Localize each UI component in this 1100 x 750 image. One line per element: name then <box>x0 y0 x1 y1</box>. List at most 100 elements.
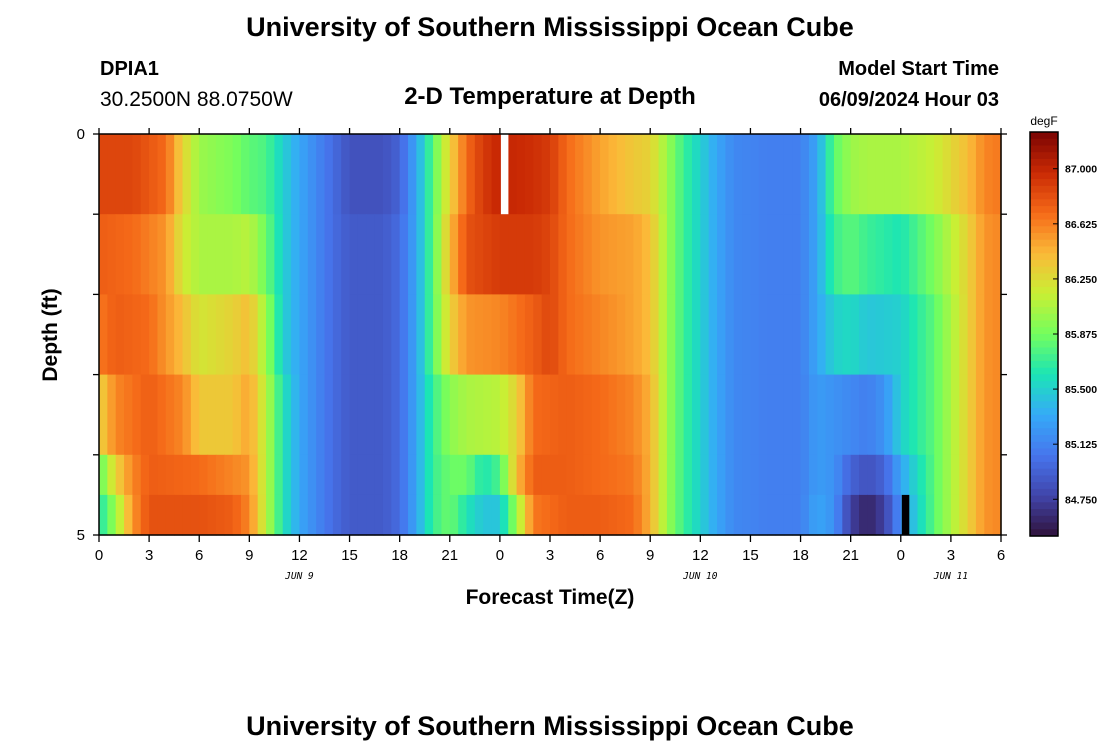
heatmap-cell <box>140 214 150 295</box>
heatmap-cell <box>975 454 985 496</box>
heatmap-cell <box>917 374 927 456</box>
heatmap-cell <box>708 374 718 456</box>
heatmap-cell <box>124 134 134 215</box>
station-id: DPIA1 <box>100 58 159 80</box>
heatmap-cell <box>391 494 401 536</box>
heatmap-cell <box>942 134 952 215</box>
heatmap-cell <box>583 134 593 215</box>
heatmap-cell <box>99 134 108 215</box>
heatmap-cell <box>124 454 134 496</box>
colorbar: 87.000 86.625 86.250 85.875 85.500 85.125 84.7… <box>1029 131 1097 537</box>
colorbar-segment <box>1030 522 1058 530</box>
heatmap-cell <box>917 494 927 536</box>
heatmap-cell <box>190 294 200 376</box>
heatmap-cell <box>524 374 534 456</box>
heatmap-cell <box>291 494 301 536</box>
heatmap-cell <box>483 454 493 496</box>
heatmap-cell <box>107 494 117 536</box>
heatmap-cell <box>466 214 476 295</box>
colorbar-segment <box>1030 340 1058 349</box>
heatmap-cell <box>140 294 150 376</box>
heatmap-cell <box>992 494 1002 536</box>
heatmap-cell <box>224 134 234 215</box>
heatmap-cell <box>433 214 443 295</box>
heatmap-cell <box>658 494 668 536</box>
heatmap-cell <box>950 374 960 456</box>
heatmap-cell <box>800 494 810 536</box>
heatmap-cell <box>408 454 417 496</box>
heatmap-cell <box>708 294 718 376</box>
heatmap-cell <box>332 454 342 496</box>
heatmap-cell <box>508 294 518 376</box>
heatmap-cell <box>583 294 593 376</box>
colorbar-segment <box>1030 529 1058 537</box>
heatmap-cell <box>199 214 209 295</box>
heatmap-cell <box>257 134 267 215</box>
heatmap-cell <box>157 214 167 295</box>
heatmap-cell <box>600 214 610 295</box>
heatmap-cell <box>207 454 217 496</box>
heatmap-cell <box>767 374 777 456</box>
heatmap-cell <box>366 294 376 376</box>
heatmap-cell <box>232 214 242 295</box>
heatmap-cell <box>550 294 559 376</box>
colorbar-tick-label: 85.500 <box>1065 384 1097 396</box>
heatmap-cell <box>817 454 827 496</box>
heatmap-cell <box>675 294 685 376</box>
heatmap-cell <box>733 454 743 496</box>
heatmap-cell <box>349 214 359 295</box>
heatmap-cell <box>992 134 1002 215</box>
heatmap-cell <box>675 494 685 536</box>
heatmap-cell <box>215 494 225 536</box>
heatmap-cell <box>174 374 184 456</box>
heatmap-cell <box>892 454 902 496</box>
heatmap-cell <box>725 494 735 536</box>
heatmap-cell <box>291 134 301 215</box>
heatmap-cell <box>859 134 868 215</box>
heatmap-cell <box>165 494 175 536</box>
y-tick-label: 5 <box>77 527 85 544</box>
heatmap-cell <box>600 294 610 376</box>
heatmap-cell <box>934 294 944 376</box>
heatmap-cell <box>458 214 468 295</box>
heatmap-cell <box>842 454 852 496</box>
heatmap-cell <box>750 454 760 496</box>
heatmap-cell <box>900 454 910 496</box>
colorbar-segment <box>1030 192 1058 200</box>
x-tick-label: 6 <box>195 547 203 564</box>
heatmap-cell <box>625 454 635 496</box>
heatmap-cell <box>224 454 234 496</box>
heatmap-cell <box>316 494 326 536</box>
heatmap-cell <box>441 454 451 496</box>
heatmap-cell <box>608 134 618 215</box>
heatmap-cell <box>99 294 108 376</box>
heatmap-cell <box>149 214 159 295</box>
heatmap-cell <box>274 214 284 295</box>
heatmap-cell <box>316 214 326 295</box>
heatmap-cell <box>107 294 117 376</box>
heatmap-cell <box>341 374 351 456</box>
heatmap-cell <box>616 294 626 376</box>
colorbar-segment <box>1030 421 1058 429</box>
heatmap-cell <box>132 374 142 456</box>
heatmap-cell <box>583 214 593 295</box>
heatmap-cell <box>942 494 952 536</box>
missing-value-cell <box>500 134 509 215</box>
heatmap-cell <box>416 494 426 536</box>
heatmap-cell <box>900 374 910 456</box>
heatmap-cell <box>884 494 894 536</box>
heatmap-cell <box>608 214 618 295</box>
heatmap-cell <box>199 134 209 215</box>
heatmap-cell <box>382 294 392 376</box>
heatmap-cell <box>675 454 685 496</box>
heatmap-cell <box>633 494 643 536</box>
heatmap-cell <box>533 294 543 376</box>
heatmap-cell <box>366 134 376 215</box>
heatmap-cell <box>658 454 668 496</box>
heatmap-cell <box>717 494 726 536</box>
heatmap-cell <box>466 494 476 536</box>
heatmap-cell <box>182 374 192 456</box>
heatmap-cell <box>775 134 785 215</box>
heatmap-cell <box>341 134 351 215</box>
heatmap-cell <box>608 374 618 456</box>
